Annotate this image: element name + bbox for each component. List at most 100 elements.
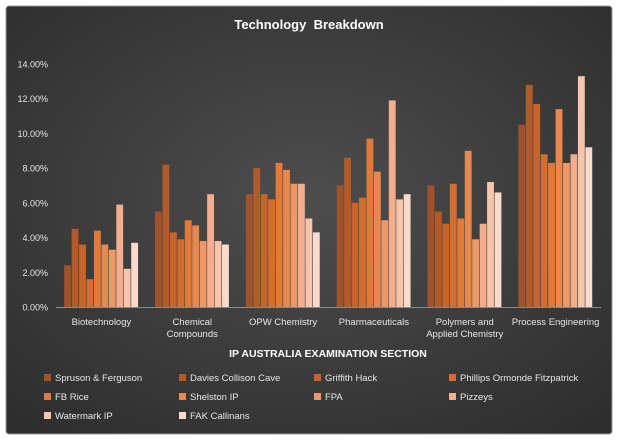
legend-label: FPA [325, 392, 343, 403]
legend-swatch [314, 374, 321, 381]
bar [442, 223, 450, 307]
bar [71, 228, 79, 307]
legend-item: Phillips Ormonde Fitzpatrick [449, 373, 579, 384]
legend-swatch [44, 412, 51, 419]
legend-swatch [179, 412, 186, 419]
y-tick-label: 8.00% [22, 164, 48, 174]
bar [305, 218, 313, 307]
bar [403, 194, 411, 307]
bar [290, 183, 298, 307]
legend-label: Watermark IP [55, 411, 113, 422]
bar [116, 204, 124, 307]
legend-item: FB Rice [44, 392, 89, 403]
legend-label: Davies Collison Cave [190, 373, 280, 384]
legend-label: Shelston IP [190, 392, 239, 403]
legend-item: Pizzeys [449, 392, 493, 403]
y-tick-label: 12.00% [17, 94, 48, 104]
x-tick-label: Chemical Compounds [167, 317, 218, 340]
legend-item: Shelston IP [179, 392, 239, 403]
legend-item: Griffith Hack [314, 373, 377, 384]
legend-swatch [449, 374, 456, 381]
x-axis-title: IP AUSTRALIA EXAMINATION SECTION [229, 348, 427, 360]
bar [359, 197, 366, 307]
legend-swatch [44, 393, 51, 400]
y-tick-label: 4.00% [22, 233, 48, 243]
bar [525, 84, 533, 307]
bar [64, 265, 72, 307]
bar [344, 157, 351, 307]
bar [366, 138, 374, 307]
x-tick-label: Polymers and Applied Chemistry [426, 317, 503, 340]
bar [351, 202, 359, 307]
bar [312, 232, 320, 307]
bar [381, 220, 389, 307]
bar [79, 244, 86, 307]
x-tick-label: OPW Chemistry [249, 317, 317, 328]
bar [563, 162, 570, 307]
bar [214, 241, 222, 307]
bar [533, 103, 541, 307]
bar [177, 239, 185, 307]
bar [86, 279, 94, 307]
bar [570, 154, 578, 307]
bar [518, 124, 526, 307]
bar [162, 164, 170, 307]
bar [555, 109, 563, 307]
bar [427, 185, 435, 307]
legend-swatch [314, 393, 321, 400]
y-tick-label: 2.00% [22, 268, 48, 278]
bar [540, 154, 548, 307]
bar [577, 76, 585, 308]
legend-swatch [179, 393, 186, 400]
legend-item: FPA [314, 392, 343, 403]
bar [396, 199, 404, 307]
bar [297, 183, 305, 307]
bar [253, 168, 261, 307]
bar [268, 199, 276, 307]
y-tick-label: 10.00% [17, 129, 48, 139]
bar [494, 192, 502, 307]
x-tick-label: Process Engineering [512, 317, 600, 328]
bar [222, 244, 229, 307]
bar [548, 162, 555, 307]
legend-label: FB Rice [55, 392, 89, 403]
bar [245, 194, 253, 307]
bar [108, 249, 116, 307]
legend-label: FAK Callinans [190, 411, 250, 422]
bar [585, 147, 593, 307]
bar [275, 162, 283, 307]
legend-item: Davies Collison Cave [179, 373, 280, 384]
x-tick-label: Pharmaceuticals [339, 317, 409, 328]
legend-item: FAK Callinans [179, 411, 250, 422]
chart-title: Technology Breakdown [234, 17, 383, 32]
bar [123, 268, 131, 307]
legend-item: Watermark IP [44, 411, 113, 422]
legend-label: Pizzeys [460, 392, 493, 403]
x-tick-label: Biotechnology [72, 317, 132, 328]
bar [283, 169, 290, 307]
y-tick-label: 14.00% [17, 60, 48, 70]
bar [388, 100, 396, 307]
bar [479, 223, 487, 307]
y-tick-label: 0.00% [22, 303, 48, 313]
legend-swatch [179, 374, 186, 381]
legend-label: Phillips Ormonde Fitzpatrick [460, 373, 579, 384]
legend-item: Spruson & Ferguson [44, 373, 142, 384]
bar [434, 211, 442, 307]
bar [93, 230, 101, 307]
bar [464, 150, 472, 307]
legend-swatch [44, 374, 51, 381]
bar [131, 242, 139, 307]
legend-swatch [449, 393, 456, 400]
bar [487, 182, 494, 307]
bar [207, 194, 214, 307]
legend-label: Spruson & Ferguson [55, 373, 142, 384]
bar [192, 225, 200, 307]
bar [184, 220, 192, 307]
bar [169, 232, 177, 307]
bar [472, 239, 480, 307]
bar [449, 183, 457, 307]
bar [336, 185, 344, 307]
